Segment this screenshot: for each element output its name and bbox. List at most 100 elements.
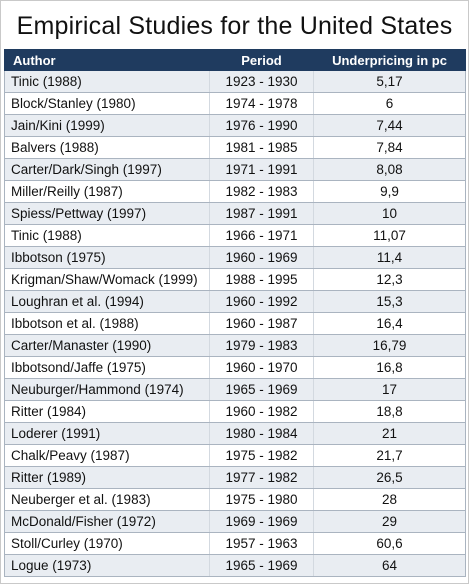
author-cell: Stoll/Curley (1970) [4, 532, 210, 555]
table-row: Tinic (1988) 1966 - 1971 11,07 [4, 224, 466, 247]
table-row: Neuburger/Hammond (1974) 1965 - 1969 17 [4, 378, 466, 401]
underpricing-cell: 15,3 [313, 290, 466, 313]
period-cell: 1923 - 1930 [209, 70, 314, 93]
period-cell: 1960 - 1970 [209, 356, 314, 379]
column-header-underpricing: Underpricing in pc [313, 49, 466, 71]
period-cell: 1965 - 1969 [209, 554, 314, 577]
table-row: Loughran et al. (1994) 1960 - 1992 15,3 [4, 290, 466, 313]
period-cell: 1960 - 1987 [209, 312, 314, 335]
period-cell: 1975 - 1980 [209, 488, 314, 511]
author-cell: Krigman/Shaw/Womack (1999) [4, 268, 210, 291]
underpricing-cell: 16,79 [313, 334, 466, 357]
author-cell: Block/Stanley (1980) [4, 92, 210, 115]
empirical-studies-table: Author Period Underpricing in pc Tinic (… [4, 49, 466, 577]
period-cell: 1976 - 1990 [209, 114, 314, 137]
table-row: Carter/Manaster (1990) 1979 - 1983 16,79 [4, 334, 466, 357]
underpricing-cell: 21 [313, 422, 466, 445]
table-row: Ritter (1989) 1977 - 1982 26,5 [4, 466, 466, 489]
table-body: Tinic (1988) 1923 - 1930 5,17 Block/Stanley… [4, 70, 466, 577]
author-cell: Logue (1973) [4, 554, 210, 577]
table-row: Carter/Dark/Singh (1997) 1971 - 1991 8,08 [4, 158, 466, 181]
period-cell: 1960 - 1982 [209, 400, 314, 423]
underpricing-cell: 11,07 [313, 224, 466, 247]
period-cell: 1969 - 1969 [209, 510, 314, 533]
period-cell: 1975 - 1982 [209, 444, 314, 467]
table-row: Ibbotson et al. (1988) 1960 - 1987 16,4 [4, 312, 466, 335]
underpricing-cell: 17 [313, 378, 466, 401]
author-cell: Ibbotsond/Jaffe (1975) [4, 356, 210, 379]
author-cell: Carter/Manaster (1990) [4, 334, 210, 357]
table-row: Loderer (1991) 1980 - 1984 21 [4, 422, 466, 445]
period-cell: 1987 - 1991 [209, 202, 314, 225]
column-header-period: Period [209, 49, 314, 71]
table-row: Block/Stanley (1980) 1974 - 1978 6 [4, 92, 466, 115]
table-row: Krigman/Shaw/Womack (1999) 1988 - 1995 12,… [4, 268, 466, 291]
underpricing-cell: 9,9 [313, 180, 466, 203]
period-cell: 1980 - 1984 [209, 422, 314, 445]
author-cell: Ritter (1989) [4, 466, 210, 489]
author-cell: Tinic (1988) [4, 70, 210, 93]
table-header-row: Author Period Underpricing in pc [4, 49, 466, 71]
column-header-author: Author [4, 49, 210, 71]
underpricing-cell: 12,3 [313, 268, 466, 291]
table-row: Ritter (1984) 1960 - 1982 18,8 [4, 400, 466, 423]
underpricing-cell: 16,8 [313, 356, 466, 379]
table-row: McDonald/Fisher (1972) 1969 - 1969 29 [4, 510, 466, 533]
author-cell: Carter/Dark/Singh (1997) [4, 158, 210, 181]
period-cell: 1988 - 1995 [209, 268, 314, 291]
author-cell: Miller/Reilly (1987) [4, 180, 210, 203]
table-row: Miller/Reilly (1987) 1982 - 1983 9,9 [4, 180, 466, 203]
author-cell: Ritter (1984) [4, 400, 210, 423]
period-cell: 1981 - 1985 [209, 136, 314, 159]
author-cell: Balvers (1988) [4, 136, 210, 159]
underpricing-cell: 6 [313, 92, 466, 115]
author-cell: Spiess/Pettway (1997) [4, 202, 210, 225]
underpricing-cell: 11,4 [313, 246, 466, 269]
author-cell: Ibbotson (1975) [4, 246, 210, 269]
table-row: Jain/Kini (1999) 1976 - 1990 7,44 [4, 114, 466, 137]
period-cell: 1971 - 1991 [209, 158, 314, 181]
period-cell: 1979 - 1983 [209, 334, 314, 357]
author-cell: Jain/Kini (1999) [4, 114, 210, 137]
period-cell: 1965 - 1969 [209, 378, 314, 401]
underpricing-cell: 10 [313, 202, 466, 225]
underpricing-cell: 26,5 [313, 466, 466, 489]
author-cell: McDonald/Fisher (1972) [4, 510, 210, 533]
table-row: Neuberger et al. (1983) 1975 - 1980 28 [4, 488, 466, 511]
table-row: Logue (1973) 1965 - 1969 64 [4, 554, 466, 577]
document-title: Empirical Studies for the United States [16, 12, 453, 40]
period-cell: 1974 - 1978 [209, 92, 314, 115]
table-row: Ibbotson (1975) 1960 - 1969 11,4 [4, 246, 466, 269]
table-row: Tinic (1988) 1923 - 1930 5,17 [4, 70, 466, 93]
table-row: Spiess/Pettway (1997) 1987 - 1991 10 [4, 202, 466, 225]
period-cell: 1957 - 1963 [209, 532, 314, 555]
underpricing-cell: 16,4 [313, 312, 466, 335]
period-cell: 1960 - 1992 [209, 290, 314, 313]
period-cell: 1966 - 1971 [209, 224, 314, 247]
period-cell: 1982 - 1983 [209, 180, 314, 203]
author-cell: Loughran et al. (1994) [4, 290, 210, 313]
underpricing-cell: 64 [313, 554, 466, 577]
underpricing-cell: 21,7 [313, 444, 466, 467]
table-row: Stoll/Curley (1970) 1957 - 1963 60,6 [4, 532, 466, 555]
underpricing-cell: 29 [313, 510, 466, 533]
underpricing-cell: 18,8 [313, 400, 466, 423]
author-cell: Tinic (1988) [4, 224, 210, 247]
table-row: Balvers (1988) 1981 - 1985 7,84 [4, 136, 466, 159]
author-cell: Neuberger et al. (1983) [4, 488, 210, 511]
underpricing-cell: 28 [313, 488, 466, 511]
underpricing-cell: 8,08 [313, 158, 466, 181]
author-cell: Neuburger/Hammond (1974) [4, 378, 210, 401]
period-cell: 1960 - 1969 [209, 246, 314, 269]
table-row: Ibbotsond/Jaffe (1975) 1960 - 1970 16,8 [4, 356, 466, 379]
author-cell: Ibbotson et al. (1988) [4, 312, 210, 335]
author-cell: Loderer (1991) [4, 422, 210, 445]
underpricing-cell: 7,44 [313, 114, 466, 137]
underpricing-cell: 5,17 [313, 70, 466, 93]
period-cell: 1977 - 1982 [209, 466, 314, 489]
author-cell: Chalk/Peavy (1987) [4, 444, 210, 467]
table-row: Chalk/Peavy (1987) 1975 - 1982 21,7 [4, 444, 466, 467]
underpricing-cell: 60,6 [313, 532, 466, 555]
underpricing-cell: 7,84 [313, 136, 466, 159]
